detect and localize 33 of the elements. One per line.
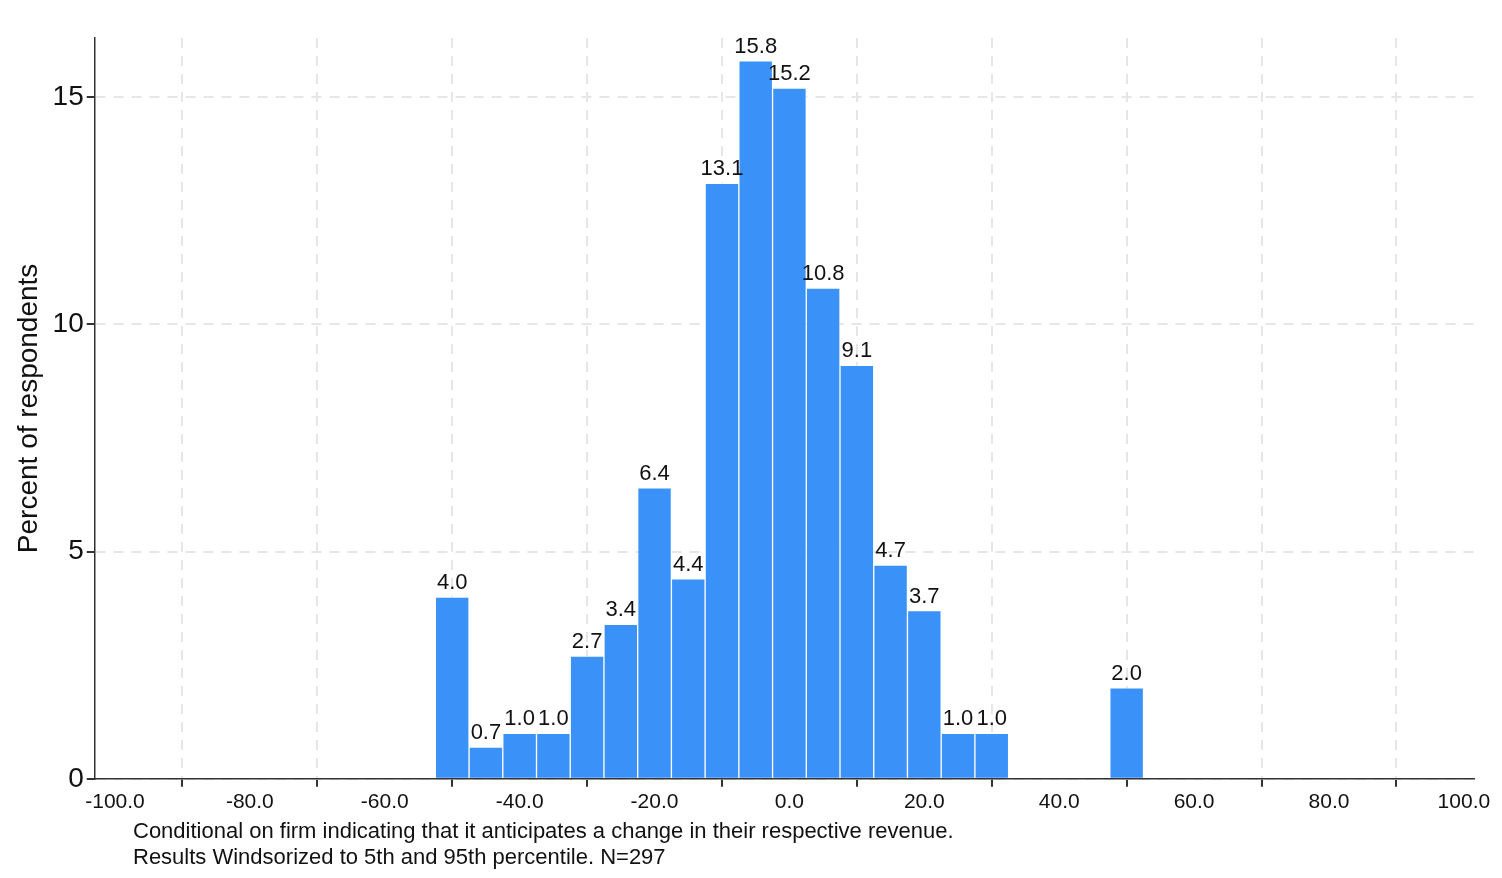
data-label: 0.7: [470, 719, 502, 745]
x-tick-label: 60.0: [1173, 789, 1215, 813]
data-label: 4.7: [875, 537, 906, 563]
data-label: 1.0: [976, 705, 1008, 731]
x-tick-label: -80.0: [225, 789, 274, 813]
x-tick-label: 100.0: [1437, 789, 1491, 813]
y-tick-label: 15: [52, 79, 84, 111]
x-tick-label: -20.0: [630, 789, 679, 813]
data-label: 15.8: [734, 32, 778, 58]
x-tick-label: 0.0: [774, 789, 805, 813]
y-tick-label: 0: [68, 761, 84, 793]
data-label: 1.0: [504, 705, 535, 731]
data-label: 2.7: [571, 628, 603, 654]
data-label: 3.7: [909, 582, 940, 608]
y-tick-label: 5: [68, 534, 84, 566]
data-label: 1.0: [942, 705, 974, 731]
data-label: 9.1: [841, 337, 873, 363]
data-label: 3.4: [605, 596, 637, 622]
text: Conditional on firm indicating that it anticipates a change in their respective revenue.: [133, 818, 955, 844]
y-tick-label: 10: [52, 307, 84, 339]
x-tick-label: 40.0: [1038, 789, 1080, 813]
x-tick-label: 20.0: [903, 789, 945, 813]
data-label: 6.4: [639, 460, 670, 485]
x-tick-label: -60.0: [360, 789, 409, 813]
text: Results Windsorized to 5th and 95th percentile. N=297: [133, 844, 667, 870]
data-label: 2.0: [1111, 659, 1142, 685]
x-tick-label: 80.0: [1308, 789, 1350, 813]
data-label: 1.0: [538, 705, 569, 731]
data-label: 4.4: [672, 550, 704, 576]
data-label: 4.0: [436, 569, 468, 595]
x-tick-label: -100.0: [85, 789, 145, 813]
x-tick-label: -40.0: [495, 789, 544, 813]
y-axis-title: Percent of respondents: [11, 263, 43, 554]
